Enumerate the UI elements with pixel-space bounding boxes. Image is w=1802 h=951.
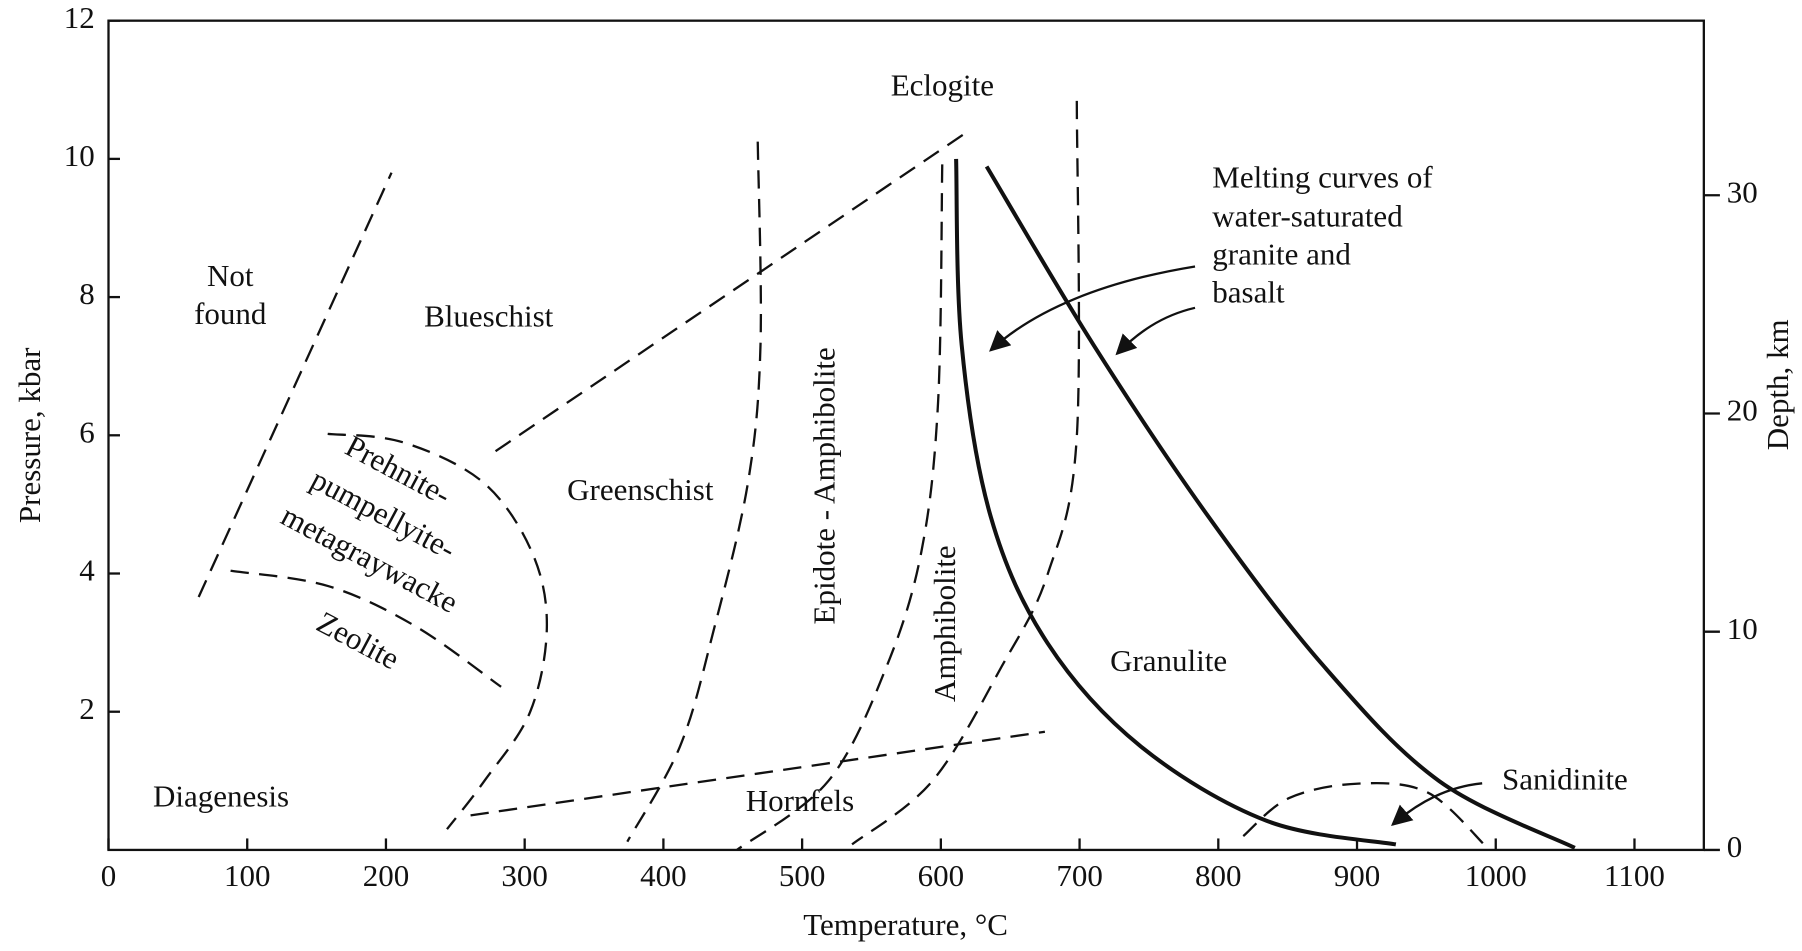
y-axis-label: Pressure, kbar (12, 347, 47, 523)
region-label: Diagenesis (153, 779, 289, 814)
y-tick-label: 12 (64, 0, 95, 35)
facies-boundary (851, 100, 1081, 846)
facies-boundary (470, 730, 1046, 817)
x-tick-label: 300 (501, 858, 547, 893)
x-tick-label: 600 (918, 858, 964, 893)
facies-boundary (626, 141, 763, 843)
plot-frame (107, 19, 1705, 852)
x-axis-label: Temperature, °C (803, 907, 1008, 942)
region-label: Epidote - Amphibolite (807, 347, 842, 624)
region-label: granite and (1212, 236, 1351, 271)
region-label: water-saturated (1212, 198, 1403, 233)
x-tick-label: 1000 (1465, 858, 1527, 893)
arrow (1391, 782, 1483, 827)
y2-tick-label: 0 (1727, 829, 1743, 864)
y-tick-label: 10 (64, 138, 95, 173)
x-tick-label: 700 (1056, 858, 1102, 893)
region-label: found (194, 296, 267, 331)
arrow (1115, 306, 1196, 356)
y-tick-label: 4 (79, 553, 95, 588)
x-tick-label: 900 (1334, 858, 1381, 893)
region-label: Melting curves of (1212, 159, 1433, 194)
region-label: Sanidinite (1502, 761, 1628, 796)
region-label: Greenschist (567, 472, 714, 507)
facies-boundary (736, 164, 944, 851)
x-tick-label: 200 (363, 858, 410, 893)
x-tick-label: 0 (101, 858, 117, 893)
melting-curve (984, 165, 1576, 850)
region-label: Not (207, 258, 254, 293)
y2-tick-label: 20 (1727, 393, 1758, 428)
region-label: Amphibolite (927, 545, 962, 702)
y-tick-label: 8 (79, 276, 95, 311)
x-tick-label: 400 (640, 858, 687, 893)
x-tick-label: 500 (779, 858, 826, 893)
y-tick-label: 2 (79, 691, 95, 726)
facies-boundary (197, 172, 393, 598)
facies-boundary (327, 432, 549, 830)
region-label: Granulite (1110, 643, 1227, 678)
arrow (989, 265, 1196, 352)
facies-boundary (494, 130, 968, 453)
region-label: Blueschist (424, 298, 554, 333)
region-label: basalt (1212, 274, 1285, 309)
x-tick-label: 100 (224, 858, 271, 893)
facies-boundary (1242, 781, 1487, 848)
x-tick-label: 1100 (1604, 858, 1665, 893)
y2-tick-label: 10 (1727, 611, 1758, 646)
y2-axis-label: Depth, km (1760, 319, 1795, 450)
y-tick-label: 6 (79, 414, 95, 449)
region-label: Eclogite (891, 68, 994, 103)
x-tick-label: 800 (1195, 858, 1242, 893)
y2-tick-label: 30 (1727, 174, 1758, 209)
region-label: Hornfels (746, 783, 854, 818)
region-label: Zeolite (311, 604, 405, 676)
melting-curve (954, 158, 1397, 847)
facies-boundary (230, 569, 502, 688)
